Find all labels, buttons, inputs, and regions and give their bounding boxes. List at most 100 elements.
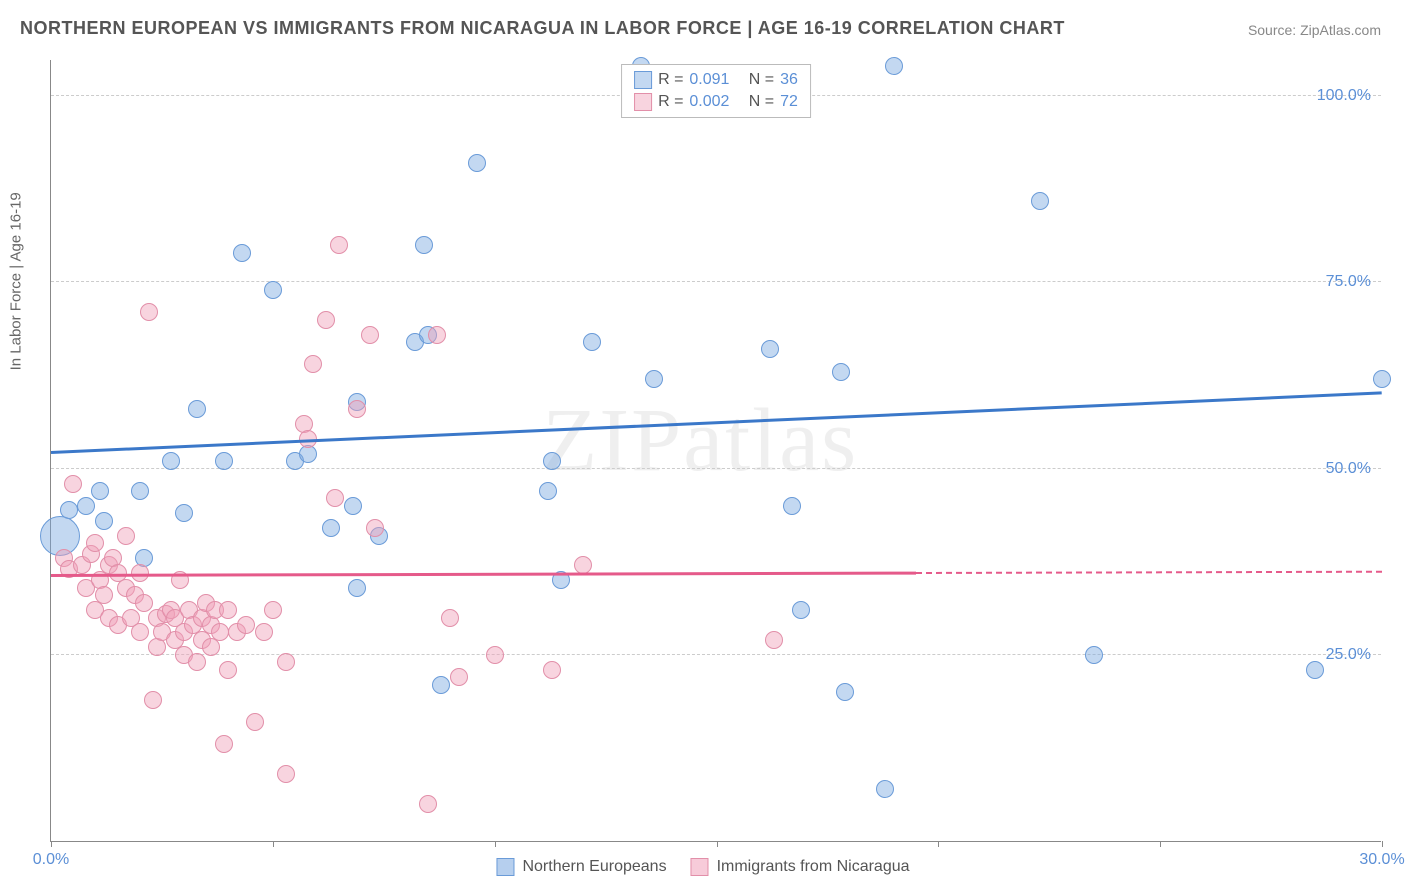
data-point (836, 683, 854, 701)
legend-series: Northern Europeans Immigrants from Nicara… (496, 858, 909, 876)
data-point (131, 482, 149, 500)
y-tick-label: 100.0% (1317, 87, 1371, 105)
data-point (765, 631, 783, 649)
y-axis-title: In Labor Force | Age 16-19 (8, 192, 25, 370)
data-point (135, 594, 153, 612)
data-point (348, 579, 366, 597)
stat-n-value: 36 (780, 71, 798, 89)
data-point (486, 646, 504, 664)
data-point (543, 452, 561, 470)
data-point (326, 489, 344, 507)
legend-stat-row: R = 0.091 N = 36 (634, 69, 798, 91)
legend-swatch (634, 93, 652, 111)
data-point (264, 281, 282, 299)
data-point (91, 482, 109, 500)
data-point (219, 661, 237, 679)
data-point (876, 780, 894, 798)
data-point (277, 765, 295, 783)
x-tick (938, 841, 939, 847)
chart-plot-area: ZIPatlas In Labor Force | Age 16-19 R = … (50, 60, 1381, 842)
stat-r-value: 0.091 (689, 71, 729, 89)
x-tick (273, 841, 274, 847)
stat-r-label: R = (658, 71, 683, 89)
data-point (366, 519, 384, 537)
data-point (277, 653, 295, 671)
data-point (77, 497, 95, 515)
y-tick-label: 75.0% (1326, 273, 1371, 291)
watermark-text: ZIPatlas (542, 389, 858, 492)
data-point (348, 400, 366, 418)
x-tick-label: 0.0% (33, 851, 69, 869)
data-point (211, 623, 229, 641)
legend-item: Immigrants from Nicaragua (691, 858, 910, 876)
data-point (1085, 646, 1103, 664)
data-point (543, 661, 561, 679)
data-point (86, 534, 104, 552)
x-tick (1382, 841, 1383, 847)
legend-stats-box: R = 0.091 N = 36 R = 0.002 N = 72 (621, 64, 811, 118)
data-point (304, 355, 322, 373)
stat-r-label: R = (658, 93, 683, 111)
data-point (95, 586, 113, 604)
stat-n-value: 72 (780, 93, 798, 111)
data-point (95, 512, 113, 530)
data-point (131, 623, 149, 641)
data-point (188, 653, 206, 671)
data-point (645, 370, 663, 388)
x-tick (51, 841, 52, 847)
y-tick-label: 50.0% (1326, 460, 1371, 478)
chart-title: NORTHERN EUROPEAN VS IMMIGRANTS FROM NIC… (20, 18, 1065, 39)
legend-label: Immigrants from Nicaragua (717, 858, 910, 876)
data-point (832, 363, 850, 381)
data-point (162, 452, 180, 470)
data-point (539, 482, 557, 500)
data-point (468, 154, 486, 172)
x-tick-label: 30.0% (1359, 851, 1404, 869)
data-point (237, 616, 255, 634)
legend-swatch (634, 71, 652, 89)
data-point (1031, 192, 1049, 210)
x-tick (717, 841, 718, 847)
trendline-extrapolated (916, 571, 1382, 574)
data-point (219, 601, 237, 619)
data-point (344, 497, 362, 515)
y-tick-label: 25.0% (1326, 646, 1371, 664)
stat-r-value: 0.002 (689, 93, 729, 111)
data-point (432, 676, 450, 694)
data-point (1306, 661, 1324, 679)
data-point (322, 519, 340, 537)
legend-stat-row: R = 0.002 N = 72 (634, 91, 798, 113)
data-point (317, 311, 335, 329)
stat-n-label: N = (735, 71, 774, 89)
data-point (233, 244, 251, 262)
legend-swatch (691, 858, 709, 876)
stat-n-label: N = (735, 93, 774, 111)
data-point (144, 691, 162, 709)
data-point (140, 303, 158, 321)
data-point (783, 497, 801, 515)
data-point (60, 501, 78, 519)
data-point (419, 795, 437, 813)
gridline (51, 654, 1381, 655)
source-attribution: Source: ZipAtlas.com (1248, 22, 1381, 38)
data-point (330, 236, 348, 254)
data-point (175, 504, 193, 522)
data-point (761, 340, 779, 358)
data-point (885, 57, 903, 75)
data-point (64, 475, 82, 493)
legend-swatch (496, 858, 514, 876)
trendline (51, 392, 1382, 454)
x-tick (495, 841, 496, 847)
data-point (450, 668, 468, 686)
data-point (428, 326, 446, 344)
data-point (415, 236, 433, 254)
data-point (246, 713, 264, 731)
data-point (792, 601, 810, 619)
data-point (255, 623, 273, 641)
data-point (1373, 370, 1391, 388)
legend-label: Northern Europeans (522, 858, 666, 876)
data-point (215, 735, 233, 753)
data-point (117, 527, 135, 545)
data-point (264, 601, 282, 619)
data-point (441, 609, 459, 627)
